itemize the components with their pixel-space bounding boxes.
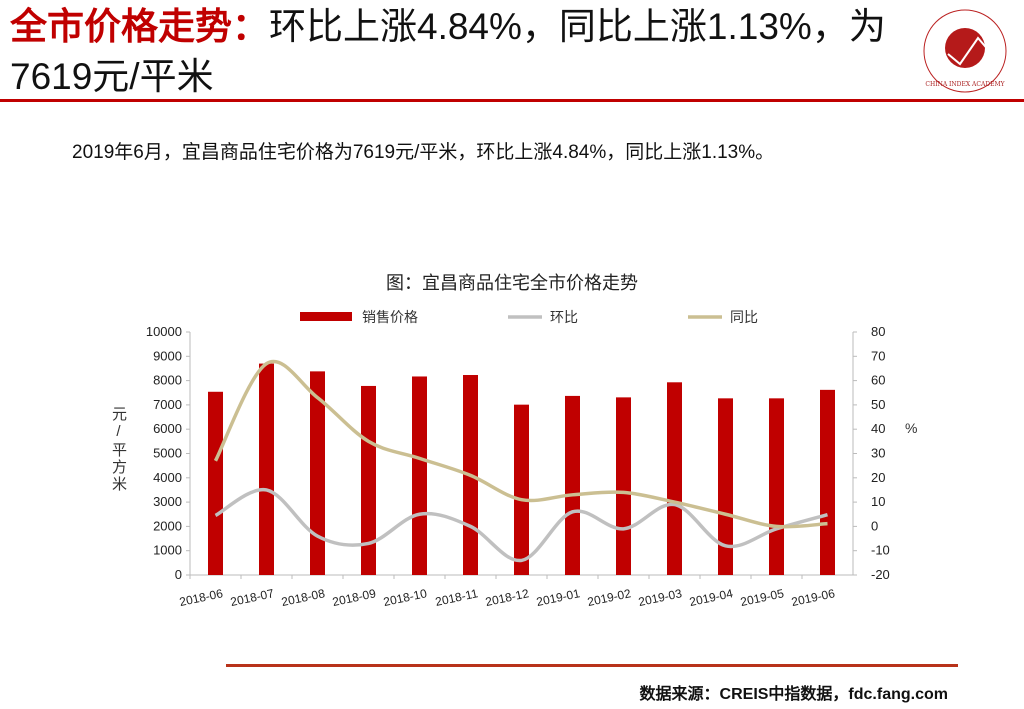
bar-sales-price <box>412 376 427 575</box>
x-tick-label: 2018-12 <box>484 586 530 609</box>
x-tick-label: 2019-02 <box>586 586 632 609</box>
title-rest: 环比上涨4.84%，同比上涨1.13%，为7619元/平米 <box>10 6 886 97</box>
bar-sales-price <box>514 404 529 575</box>
y2-tick-label: 60 <box>871 373 885 388</box>
page-title: 全市价格走势：环比上涨4.84%，同比上涨1.13%，为7619元/平米 <box>10 2 890 102</box>
x-tick-label: 2019-05 <box>739 586 785 609</box>
x-tick-label: 2019-03 <box>637 586 683 609</box>
bar-sales-price <box>565 395 580 575</box>
y-axis-label: 元/平方米 <box>110 406 127 493</box>
china-index-academy-logo: CHINA INDEX ACADEMY <box>923 9 1007 93</box>
x-tick-label: 2018-10 <box>382 586 428 609</box>
y-tick-label: 2000 <box>153 518 182 533</box>
y2-tick-label: -10 <box>871 543 890 558</box>
y2-tick-label: 80 <box>871 324 885 339</box>
y2-tick-label: 70 <box>871 348 885 363</box>
bar-sales-price <box>769 398 784 575</box>
y2-tick-label: 10 <box>871 494 885 509</box>
bar-sales-price <box>616 397 631 575</box>
y2-tick-label: 50 <box>871 397 885 412</box>
bar-sales-price <box>259 363 274 575</box>
legend-label: 同比 <box>730 309 758 325</box>
x-tick-label: 2019-04 <box>688 586 734 609</box>
x-tick-label: 2019-06 <box>790 586 836 609</box>
x-tick-label: 2018-08 <box>280 586 326 609</box>
y2-tick-label: -20 <box>871 567 890 582</box>
y-tick-label: 7000 <box>153 397 182 412</box>
y2-tick-label: 30 <box>871 446 885 461</box>
x-tick-label: 2018-09 <box>331 586 377 609</box>
y2-tick-label: 20 <box>871 470 885 485</box>
y2-tick-label: 40 <box>871 421 885 436</box>
y2-tick-label: 0 <box>871 518 878 533</box>
y-tick-label: 1000 <box>153 543 182 558</box>
y-tick-label: 6000 <box>153 421 182 436</box>
footer-divider <box>226 664 958 667</box>
bar-sales-price <box>208 391 223 575</box>
title-highlight: 全市价格走势： <box>10 6 269 47</box>
header-divider <box>0 99 1024 102</box>
y-tick-label: 10000 <box>146 324 182 339</box>
bar-sales-price <box>718 398 733 575</box>
x-tick-label: 2018-07 <box>229 586 275 609</box>
data-source: 数据来源：CREIS中指数据，fdc.fang.com <box>639 686 948 703</box>
x-tick-label: 2019-01 <box>535 586 581 609</box>
y-tick-label: 8000 <box>153 373 182 388</box>
x-tick-label: 2018-11 <box>434 586 479 609</box>
bar-sales-price <box>361 385 376 575</box>
y2-axis-label: % <box>905 420 917 436</box>
y-tick-label: 4000 <box>153 470 182 485</box>
legend-label: 环比 <box>550 309 578 325</box>
legend-label: 销售价格 <box>362 309 418 325</box>
legend-swatch-sales-price <box>300 312 352 321</box>
y-tick-label: 9000 <box>153 348 182 363</box>
svg-text:CHINA INDEX ACADEMY: CHINA INDEX ACADEMY <box>925 81 1005 88</box>
chart-title: 图：宜昌商品住宅全市价格走势 <box>386 273 638 293</box>
y-tick-label: 5000 <box>153 446 182 461</box>
bar-sales-price <box>667 382 682 575</box>
y-tick-label: 3000 <box>153 494 182 509</box>
x-tick-label: 2018-06 <box>178 586 224 609</box>
summary-text: 2019年6月，宜昌商品住宅价格为7619元/平米，环比上涨4.84%，同比上涨… <box>72 142 775 163</box>
y-tick-label: 0 <box>175 567 182 582</box>
bar-sales-price <box>820 389 835 575</box>
bar-sales-price <box>310 371 325 575</box>
